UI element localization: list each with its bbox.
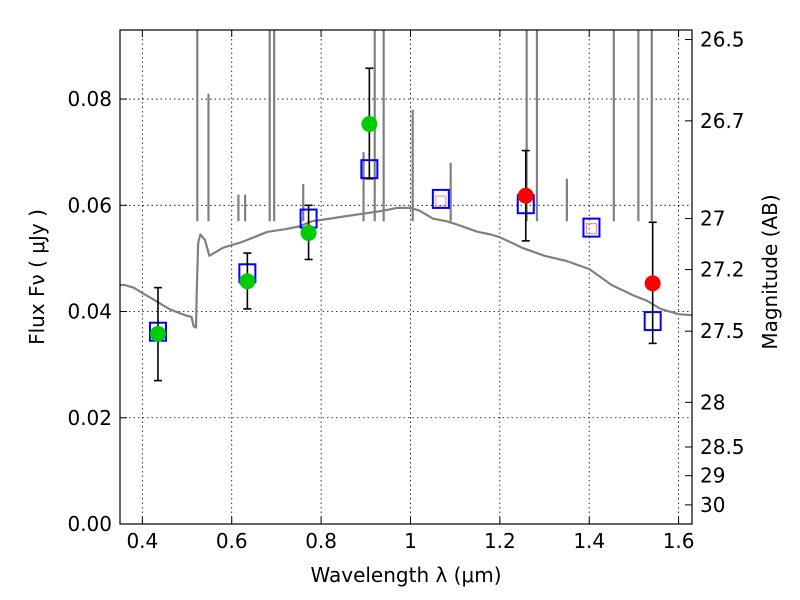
y2-tick-label: 27.2 bbox=[700, 258, 745, 282]
model-flux-box bbox=[431, 188, 450, 209]
y-tick-label: 0.04 bbox=[67, 300, 112, 324]
markers bbox=[148, 67, 662, 382]
plot-area bbox=[120, 30, 692, 329]
y2-tick-label: 27 bbox=[700, 207, 725, 231]
y-tick-label: 0.08 bbox=[67, 87, 112, 111]
y-tick-label: 0.06 bbox=[67, 193, 112, 217]
photometry-point bbox=[149, 325, 166, 342]
x-tick-label: 1.2 bbox=[484, 529, 516, 553]
y2-tick-label: 27.5 bbox=[700, 319, 745, 343]
x-tick-label: 0.4 bbox=[126, 529, 158, 553]
x-tick-label: 0.8 bbox=[305, 529, 337, 553]
x-tick-label: 1.6 bbox=[663, 529, 695, 553]
ticks: 0.4 0.6 0.8 1 1.2 1.4 1.6 0.00 0.02 0.04 0.06 0.08 2… bbox=[67, 28, 744, 553]
y-tick-label: 0.02 bbox=[67, 406, 112, 430]
x-axis-label: Wavelength λ (μm) bbox=[310, 563, 501, 587]
y2-tick-label: 26.5 bbox=[700, 28, 745, 52]
y2-tick-label: 28.5 bbox=[700, 435, 745, 459]
model-flux-inner-box bbox=[435, 195, 447, 207]
y2-tick-label: 30 bbox=[700, 493, 725, 517]
x-tick-label: 1 bbox=[404, 529, 417, 553]
y2-tick-label: 28 bbox=[700, 390, 725, 414]
grid bbox=[120, 30, 692, 525]
x-tick-label: 0.6 bbox=[216, 529, 248, 553]
photometry-point bbox=[361, 116, 378, 133]
photometry-point bbox=[239, 273, 256, 290]
y2-axis-label: Magnitude (AB) bbox=[758, 194, 782, 349]
y-tick-label: 0.00 bbox=[67, 512, 112, 536]
photometry-point bbox=[300, 224, 317, 241]
x-tick-label: 1.4 bbox=[573, 529, 605, 553]
photometry-point bbox=[517, 187, 534, 204]
model-flux-box bbox=[582, 217, 601, 238]
photometry-point bbox=[644, 275, 661, 292]
y2-tick-label: 29 bbox=[700, 464, 725, 488]
y-axis-label: Flux Fν ( μJy ) bbox=[25, 209, 49, 345]
plot-frame bbox=[119, 29, 693, 525]
spectrum-line bbox=[120, 206, 692, 329]
y2-tick-label: 26.7 bbox=[700, 109, 745, 133]
model-flux-inner-box bbox=[585, 223, 597, 235]
